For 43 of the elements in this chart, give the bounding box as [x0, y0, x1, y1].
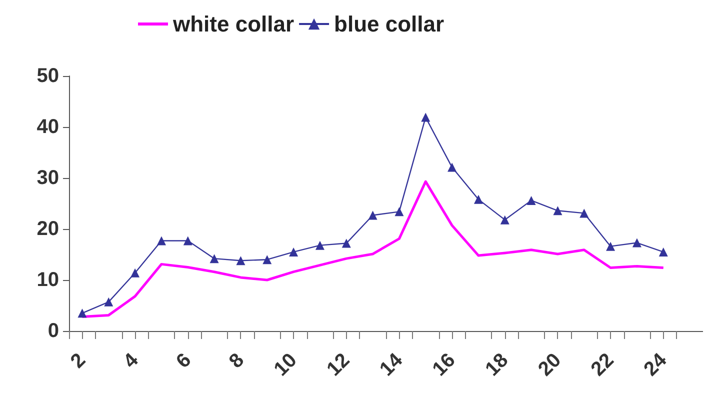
point: [236, 256, 246, 266]
x-tick-label: 6: [172, 349, 196, 373]
point: [632, 238, 642, 248]
point: [104, 297, 114, 306]
point: [448, 162, 457, 172]
x-tick-label: 22: [587, 349, 618, 380]
y-tick-label: 0: [48, 320, 59, 342]
point: [130, 268, 140, 278]
point: [474, 194, 483, 204]
y-tick-label: 20: [36, 218, 59, 240]
y-tick-label: 40: [36, 116, 59, 138]
point: [526, 196, 536, 205]
point: [553, 206, 562, 216]
x-tick-label: 12: [322, 349, 354, 380]
point: [421, 112, 430, 122]
y-tick-label: 30: [36, 167, 59, 189]
point: [210, 254, 219, 264]
point: [342, 238, 351, 248]
y-tick-label: 50: [36, 65, 59, 87]
point: [156, 236, 166, 246]
point: [394, 207, 404, 216]
point: [183, 236, 192, 246]
point: [315, 240, 324, 250]
point: [500, 215, 510, 224]
x-tick-label: 4: [119, 349, 143, 373]
y-tick-label: 10: [36, 269, 59, 291]
point: [78, 308, 87, 318]
point: [658, 247, 668, 256]
x-tick-label: 10: [270, 349, 302, 380]
x-tick-label: 18: [481, 349, 513, 380]
x-tick-label: 14: [376, 349, 407, 380]
legend-label: white collar: [172, 12, 294, 36]
point: [606, 242, 616, 251]
x-tick-label: 20: [534, 349, 566, 380]
point: [262, 255, 272, 264]
x-tick-label: 16: [428, 349, 460, 380]
point: [580, 208, 589, 218]
legend-label: blue collar: [334, 12, 445, 36]
x-tick-label: 2: [66, 349, 90, 373]
x-tick-label: 8: [225, 349, 248, 373]
x-tick-label: 24: [640, 349, 672, 380]
point: [368, 210, 378, 220]
point: [289, 247, 298, 256]
